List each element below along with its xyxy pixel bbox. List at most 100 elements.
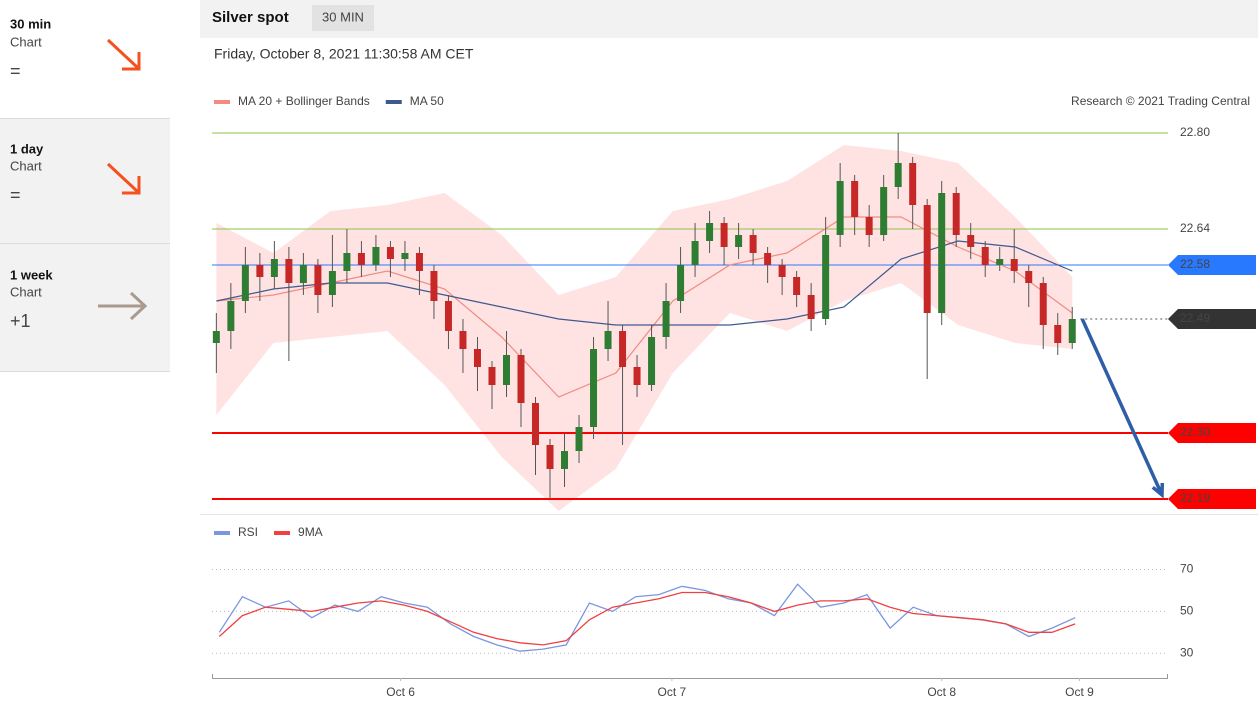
label: Chart — [10, 34, 42, 49]
candle-body — [256, 265, 264, 277]
trend-arrow — [106, 38, 141, 71]
candle-body — [357, 253, 365, 265]
candle-body — [401, 253, 409, 259]
candle-body — [314, 265, 322, 295]
candle-body — [328, 271, 336, 295]
x-tick-label: Oct 8 — [927, 685, 956, 699]
timeframe: 30 MIN — [322, 9, 364, 24]
x-tick-label: Oct 6 — [386, 685, 415, 699]
y-tick-label: 70 — [1180, 562, 1194, 576]
legend-swatch — [274, 531, 291, 535]
candle-body — [604, 331, 612, 349]
legend-label: MA 50 — [410, 94, 444, 108]
candle-body — [1025, 271, 1033, 283]
candle-body — [1054, 325, 1062, 343]
candle-body — [532, 403, 540, 445]
candle-body — [807, 295, 815, 319]
title: Silver spot — [212, 9, 289, 26]
candle-body — [909, 163, 917, 205]
candle-body — [923, 205, 931, 313]
signal: +1 — [10, 311, 31, 331]
panel[interactable] — [0, 0, 170, 118]
legend-label: RSI — [238, 525, 258, 539]
credit: Research © 2021 Trading Central — [1071, 94, 1250, 108]
label: Chart — [10, 158, 42, 173]
candle-body — [227, 301, 235, 331]
x-tick-label: Oct 7 — [658, 685, 687, 699]
legend-swatch — [214, 100, 230, 104]
candle-body — [865, 217, 873, 235]
timeframe-badge[interactable] — [312, 5, 374, 31]
candle-body — [677, 265, 685, 301]
candle-body — [996, 259, 1004, 265]
candle-body — [967, 235, 975, 247]
x-tick-label: Oct 9 — [1065, 685, 1094, 699]
forecast-arrow — [1080, 318, 1165, 499]
candle-body — [880, 187, 888, 235]
label: Chart — [10, 284, 42, 299]
candle-body — [691, 241, 699, 265]
level-badge — [1168, 255, 1256, 275]
y-tick-label: 30 — [1180, 645, 1194, 659]
candle-body — [1010, 259, 1018, 271]
legend-label: MA 20 + Bollinger Bands — [238, 94, 370, 108]
candle-body — [778, 265, 786, 277]
level-label: 22.30 — [1180, 425, 1210, 439]
candle-body — [546, 445, 554, 469]
candle-body — [706, 223, 714, 241]
candle-body — [749, 235, 757, 253]
signal: = — [10, 185, 21, 205]
candle-body — [619, 331, 627, 367]
candle-body — [502, 355, 510, 385]
candle-body — [662, 301, 670, 337]
candle-body — [372, 247, 380, 265]
trend-arrow — [98, 291, 148, 321]
candle-body — [285, 259, 293, 283]
candle-body — [822, 235, 830, 319]
candle-body — [343, 253, 351, 271]
candle-body — [590, 349, 598, 427]
candle-body — [386, 247, 394, 259]
series-line — [218, 591, 1076, 646]
header-bar — [200, 0, 1258, 38]
timestamp: Friday, October 8, 2021 11:30:58 AM CET — [214, 46, 474, 62]
candle-body — [836, 181, 844, 235]
candle-body — [517, 355, 525, 403]
bollinger-band — [216, 145, 1073, 511]
y-tick-label: 50 — [1180, 604, 1194, 618]
level-badge — [1168, 309, 1256, 329]
candle-body — [894, 163, 902, 187]
period: 1 week — [10, 267, 53, 282]
candle-body — [575, 427, 583, 451]
series-line — [218, 583, 1076, 652]
level-label: 22.64 — [1180, 221, 1210, 235]
level-badge — [1168, 423, 1256, 443]
candle-body — [561, 451, 569, 469]
signal: = — [10, 61, 21, 81]
candle-body — [430, 271, 438, 301]
period: 1 day — [10, 141, 44, 156]
level-label: 22.80 — [1180, 125, 1210, 139]
candle-body — [633, 367, 641, 385]
panel[interactable] — [0, 119, 170, 243]
legend-swatch — [385, 100, 402, 104]
candle-body — [415, 253, 423, 271]
candle-body — [851, 181, 859, 217]
candle-body — [952, 193, 960, 235]
legend-swatch — [214, 531, 230, 535]
candle-body — [241, 265, 249, 301]
candle-body — [299, 265, 307, 283]
candle-body — [720, 223, 728, 247]
candle-body — [764, 253, 772, 265]
candle-body — [270, 259, 278, 277]
level-label: 22.49 — [1180, 311, 1210, 325]
candle-body — [212, 331, 220, 343]
trend-arrow — [106, 162, 141, 195]
candle-body — [793, 277, 801, 295]
candle-body — [473, 349, 481, 367]
legend-label: 9MA — [298, 525, 323, 539]
candle-body — [938, 193, 946, 313]
candle-body — [981, 247, 989, 265]
